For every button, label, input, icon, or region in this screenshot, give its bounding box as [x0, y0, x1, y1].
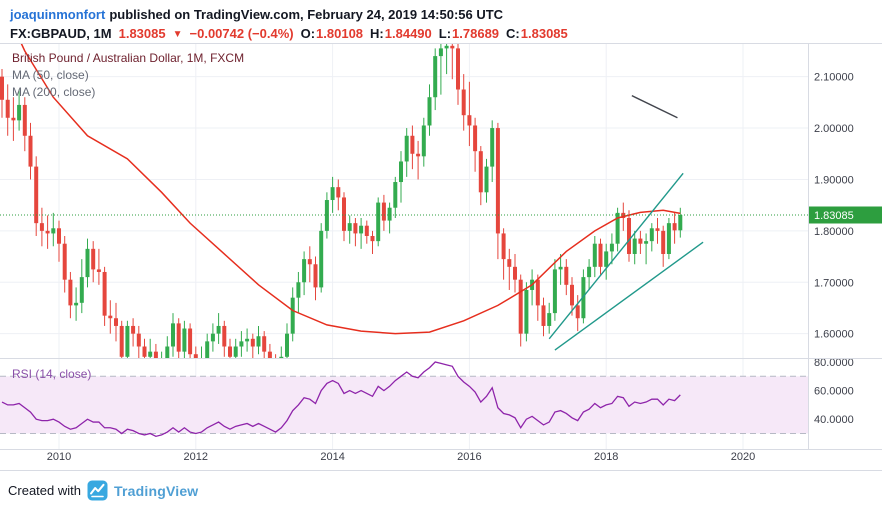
author-link[interactable]: joaquinmonfort: [10, 7, 106, 22]
quote-high: H:1.84490: [370, 26, 432, 41]
svg-text:2012: 2012: [184, 451, 208, 463]
quote-low: L:1.78689: [438, 26, 500, 41]
publish-info-bar: joaquinmonfort published on TradingView.c…: [0, 0, 882, 23]
quote-close: C:1.83085: [506, 26, 568, 41]
svg-text:80.0000: 80.0000: [814, 357, 854, 369]
svg-text:1.60000: 1.60000: [814, 329, 854, 341]
quote-open: O:1.80108: [300, 26, 364, 41]
footer-bar: Created with TradingView: [0, 471, 882, 510]
svg-text:2016: 2016: [457, 451, 481, 463]
svg-text:1.90000: 1.90000: [814, 174, 854, 186]
created-with-text: Created with: [8, 483, 81, 498]
svg-text:1.83085: 1.83085: [814, 210, 854, 222]
symbol-quote-bar: FX:GBPAUD, 1M 1.83085 ▼ −0.00742 (−0.4%)…: [0, 23, 882, 43]
svg-text:2014: 2014: [320, 451, 344, 463]
svg-text:2020: 2020: [731, 451, 755, 463]
tradingview-wordmark[interactable]: TradingView: [113, 482, 199, 499]
svg-text:40.0000: 40.0000: [814, 414, 854, 426]
tradingview-logo-icon[interactable]: [87, 480, 108, 501]
svg-text:2010: 2010: [47, 451, 71, 463]
down-arrow-icon: ▼: [172, 29, 183, 40]
svg-text:2.00000: 2.00000: [814, 123, 854, 135]
svg-text:2018: 2018: [594, 451, 618, 463]
svg-text:2.10000: 2.10000: [814, 72, 854, 84]
symbol-name: FX:GBPAUD, 1M: [10, 26, 112, 41]
price-chart-canvas: 1.83085 2.10000 2.00000 1.90000 1.80000 1.700…: [0, 43, 882, 471]
svg-text:1.80000: 1.80000: [814, 226, 854, 238]
publish-text: published on TradingView.com, February 2…: [109, 7, 504, 22]
svg-text:1.70000: 1.70000: [814, 277, 854, 289]
chart-area: 1.83085 2.10000 2.00000 1.90000 1.80000 1.700…: [0, 43, 882, 471]
last-price: 1.83085: [118, 26, 166, 41]
price-change: −0.00742 (−0.4%): [189, 26, 294, 41]
svg-text:60.0000: 60.0000: [814, 386, 854, 398]
